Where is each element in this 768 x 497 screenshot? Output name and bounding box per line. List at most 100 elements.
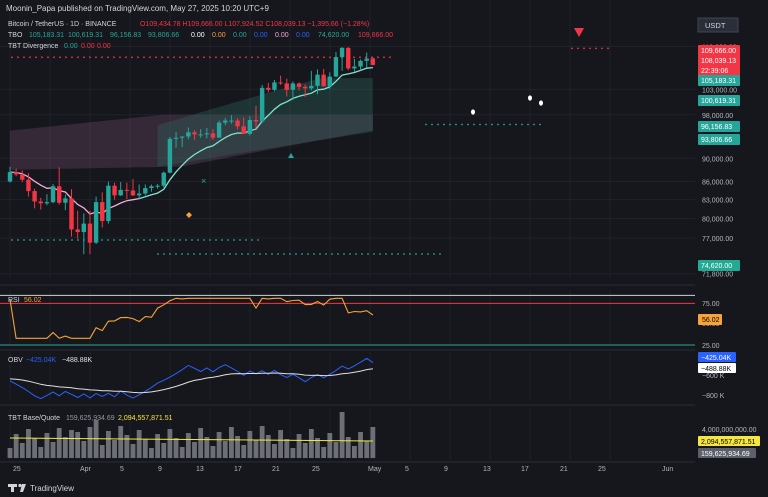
volume-bar [81,441,87,458]
price-badge-box[interactable] [698,260,740,271]
footer-brand[interactable]: TradingView [30,484,74,493]
resistance-dot [35,56,37,59]
symbol-title[interactable]: Bitcoin / TetherUS · 1D · BINANCE [8,21,117,28]
resistance-dot [197,56,199,59]
volume-bar [327,433,333,458]
currency-badge[interactable]: USDT [705,21,726,30]
volume-label[interactable]: TBT Base/Quote [8,415,60,422]
resistance-dot [227,56,229,59]
volume-bar [216,432,222,458]
time-tick: 9 [158,466,162,473]
resistance-dot [275,56,277,59]
resistance-dot [47,56,49,59]
candle-body [321,74,326,87]
support-dot-left [173,239,175,241]
resistance-dot [155,56,157,59]
volume-value-1: 159,625,934.69 [66,415,115,422]
time-axis[interactable]: 25 Apr 5 9 13 17 21 25 May 5 9 13 17 21 25 Jun [13,466,673,473]
support-dot [433,253,435,255]
resistance-dot [383,56,385,59]
top-dot [583,47,585,50]
tbd-label[interactable]: TBT Divergence [8,43,59,50]
price-badge-box[interactable] [698,121,740,132]
support-dot [271,253,273,255]
support-dot-left [41,239,43,241]
obv-label[interactable]: OBV [8,357,23,364]
support-dot [439,253,441,255]
publish-line: Moonin_Papa published on TradingView.com… [6,4,269,13]
candle-body [346,47,351,69]
support-dot-left [77,239,79,241]
volume-bar [7,448,13,458]
time-tick: 5 [120,466,124,473]
obv-tick: −800 K [702,393,725,400]
obv-ma-badge-box[interactable] [698,363,736,373]
volume-bar [345,437,351,458]
candle-body [136,193,142,196]
top-dot [571,47,573,50]
currency-badge-box[interactable] [697,17,739,33]
candle-body [296,83,302,87]
candle-body [26,179,31,192]
resistance-dot [185,56,187,59]
ohlc-values: O109,434.78 H109,666.00 L107,924.52 C108… [140,21,369,28]
support-dot [163,253,165,255]
volume-bar [149,448,154,458]
support-dot [259,253,261,255]
resistance-dot [41,56,43,59]
price-tick: 86,000.00 [702,180,733,187]
time-tick: 25 [13,466,21,473]
support-dot [211,253,213,255]
tbo-value: 96,156.83 [110,32,141,39]
top-dot [607,47,609,50]
resistance-dot [209,56,211,59]
time-tick: 17 [234,466,242,473]
mid-dot [479,123,481,126]
support-dot [397,253,399,255]
support-dot-left [167,239,169,241]
candle-body [7,172,13,182]
top-dot [601,47,603,50]
candle-body [106,185,111,222]
support-dot [421,253,423,255]
volume-bar [247,431,253,458]
volume-bar [106,431,111,458]
support-dot [355,253,357,255]
top-dot [577,47,579,50]
mid-dot [455,123,457,126]
price-badge-box[interactable] [698,55,740,66]
resistance-dot [29,56,31,59]
volume-ma-badge-box[interactable] [698,436,760,446]
price-badge-box[interactable] [698,75,740,86]
volume-bar [44,433,50,458]
price-axis[interactable]: 112,000.00103,000.0098,000.0090,000.0086… [698,45,760,458]
support-dot-left [59,239,61,241]
tbo-label[interactable]: TBO [8,32,23,39]
support-dot-left [227,239,229,241]
volume-badge-box[interactable] [698,448,756,458]
rsi-badge-box[interactable] [698,314,722,325]
time-tick: 9 [444,466,448,473]
candle-body [69,198,74,230]
candle-body [223,120,228,123]
candle-body [87,223,93,243]
support-dot [409,253,411,255]
resistance-dot [311,56,313,59]
support-dot [337,253,339,255]
mid-dot [509,123,511,126]
support-dot-left [185,239,187,241]
price-badge-box[interactable] [698,134,740,145]
candle-body [93,202,99,243]
resistance-dot [161,56,163,59]
price-badge-box[interactable] [698,45,740,56]
candle-body [278,82,283,84]
volume-ma-line [9,437,373,442]
price-badge-box[interactable] [698,95,740,106]
obv-badge-box[interactable] [698,352,736,362]
volume-bar [284,439,290,458]
sell-signal-icon [574,28,584,37]
rsi-label[interactable]: RSI [8,297,20,304]
price-badge-box[interactable] [698,65,740,76]
